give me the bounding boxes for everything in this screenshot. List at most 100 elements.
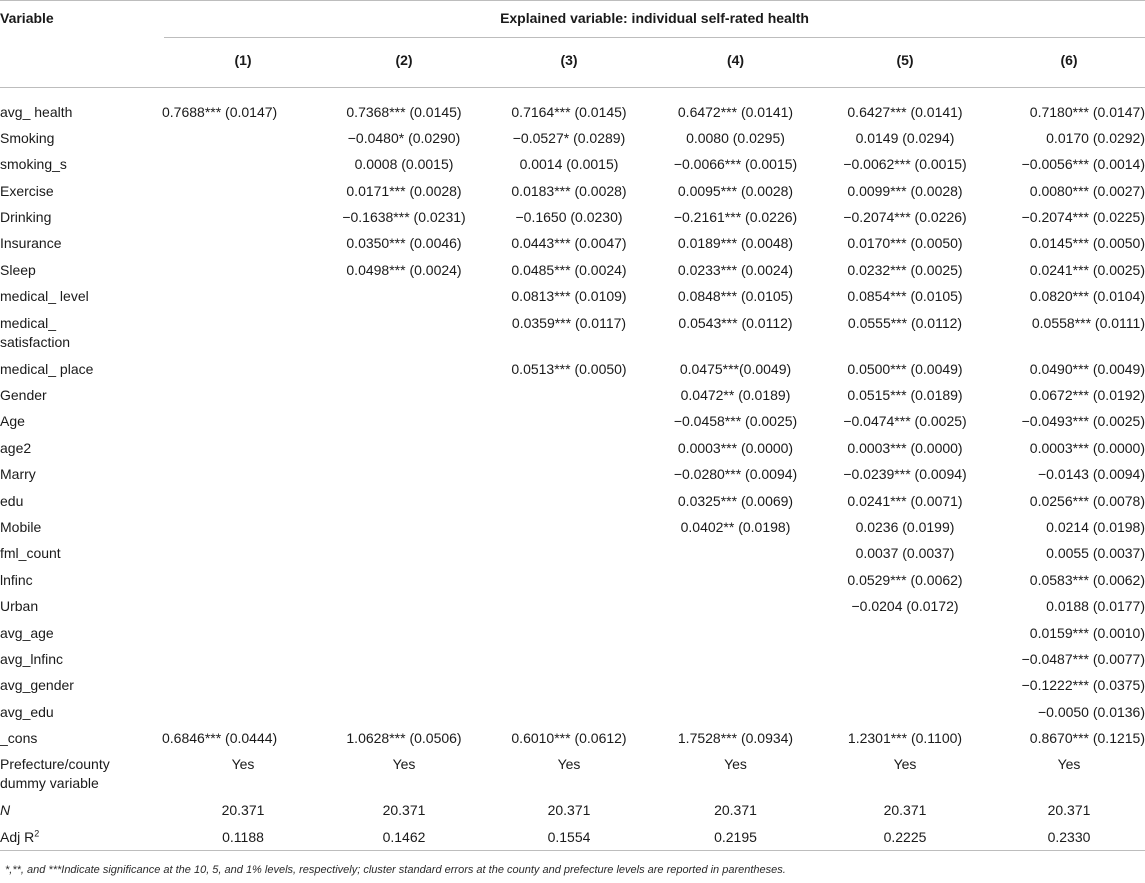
row-label: medical_ level xyxy=(0,288,89,305)
coefficient-cell: 0.0241*** (0.0025) xyxy=(1029,261,1145,278)
adj-r2-cell: 0.1188 xyxy=(222,828,264,845)
row-label: age2 xyxy=(0,439,32,456)
row-label: Insurance xyxy=(0,235,62,252)
row-label: Drinking xyxy=(0,209,52,226)
coefficient-cell: −0.0062*** (0.0015) xyxy=(843,156,967,173)
coefficient-cell: 0.0472** (0.0189) xyxy=(680,387,791,404)
model-header: (5) xyxy=(817,38,993,88)
coefficient-cell: −0.2074*** (0.0225) xyxy=(1021,209,1145,226)
coefficient-cell: 0.0515*** (0.0189) xyxy=(847,387,963,404)
n-row: N 20.371 20.371 20.371 20.371 20.371 20.371 xyxy=(0,797,1145,823)
coefficient-cell xyxy=(654,593,817,619)
dummy-cell: Yes xyxy=(231,756,255,773)
table-footnote: *,**, and ***Indicate significance at th… xyxy=(5,864,786,876)
coefficient-cell: −0.0066*** (0.0015) xyxy=(673,156,798,173)
coefficient-cell: 0.0159*** (0.0010) xyxy=(1029,624,1145,641)
row-label: N xyxy=(0,802,11,819)
table-row: Insurance 0.0350*** (0.0046) 0.0443*** (0.… xyxy=(0,230,1145,256)
row-label: Exercise xyxy=(0,182,54,199)
coefficient-cell: 0.7688*** (0.0147) xyxy=(162,103,278,120)
coefficient-cell xyxy=(817,646,993,672)
coefficient-cell: 0.7368*** (0.0145) xyxy=(346,103,462,120)
coefficient-cell: 0.0232*** (0.0025) xyxy=(847,261,963,278)
n-cell: 20.371 xyxy=(883,802,927,819)
coefficient-cell xyxy=(162,488,324,514)
coefficient-cell: 0.0359*** (0.0117) xyxy=(511,314,627,331)
coefficient-cell xyxy=(484,435,654,461)
coefficient-cell xyxy=(324,435,484,461)
coefficient-cell xyxy=(654,646,817,672)
coefficient-cell xyxy=(162,125,324,151)
row-label: avg_edu xyxy=(0,703,54,720)
coefficient-cell: 1.2301*** (0.1100) xyxy=(847,730,963,747)
coefficient-cell xyxy=(484,514,654,540)
coefficient-cell: 0.0813*** (0.0109) xyxy=(511,288,627,305)
table-row: Gender 0.0472** (0.0189) 0.0515*** (0.0189… xyxy=(0,382,1145,408)
coefficient-cell: 0.8670*** (0.1215) xyxy=(1029,730,1145,747)
coefficient-cell: 0.0080*** (0.0027) xyxy=(1029,182,1145,199)
coefficient-cell: −0.2161*** (0.0226) xyxy=(673,209,798,226)
coefficient-cell: 0.0171*** (0.0028) xyxy=(346,182,462,199)
coefficient-cell: 0.0003*** (0.0000) xyxy=(1029,439,1145,456)
row-label: Prefecture/county dummy variable xyxy=(0,756,110,792)
coefficient-cell xyxy=(162,408,324,434)
coefficient-cell xyxy=(162,230,324,256)
coefficient-cell: 0.0236 (0.0199) xyxy=(855,518,955,535)
coefficient-cell xyxy=(654,567,817,593)
table-row: avg_gender −0.1222*** (0.0375) xyxy=(0,672,1145,698)
row-label: Smoking xyxy=(0,129,55,146)
model-number-row: (1) (2) (3) (4) (5) (6) xyxy=(0,38,1145,88)
dummy-cell: Yes xyxy=(392,756,416,773)
coefficient-cell xyxy=(162,540,324,566)
coefficient-cell: 0.0475***(0.0049) xyxy=(679,360,792,377)
coefficient-cell: −0.0487*** (0.0077) xyxy=(1021,650,1145,667)
coefficient-cell xyxy=(484,646,654,672)
coefficient-cell: 0.6010*** (0.0612) xyxy=(511,730,627,747)
coefficient-cell xyxy=(484,567,654,593)
row-label: Gender xyxy=(0,387,47,404)
coefficient-cell: −0.0056*** (0.0014) xyxy=(1021,156,1145,173)
dummy-cell: Yes xyxy=(724,756,747,773)
coefficient-cell: 0.7164*** (0.0145) xyxy=(511,103,627,120)
coefficient-cell: 0.0014 (0.0015) xyxy=(519,156,619,173)
coefficient-cell: 0.0498*** (0.0024) xyxy=(346,261,462,278)
n-cell: 20.371 xyxy=(1047,802,1091,819)
coefficient-cell xyxy=(324,672,484,698)
coefficient-cell: 0.0350*** (0.0046) xyxy=(346,235,462,252)
coefficient-cell xyxy=(324,567,484,593)
n-cell: 20.371 xyxy=(547,802,591,819)
coefficient-cell: −0.2074*** (0.0226) xyxy=(843,209,967,226)
coefficient-cell: −0.0204 (0.0172) xyxy=(851,598,959,615)
coefficient-cell: 0.0037 (0.0037) xyxy=(855,545,955,562)
coefficient-cell xyxy=(324,310,484,356)
coefficient-cell: 0.0149 (0.0294) xyxy=(855,129,955,146)
coefficient-cell xyxy=(162,567,324,593)
coefficient-cell xyxy=(162,257,324,283)
coefficient-cell xyxy=(484,699,654,725)
coefficient-cell: −0.0527* (0.0289) xyxy=(512,129,626,146)
coefficient-cell: 0.0095*** (0.0028) xyxy=(677,182,794,199)
coefficient-cell: −0.0280*** (0.0094) xyxy=(673,466,798,483)
table-row: Marry −0.0280*** (0.0094) −0.0239*** (0.00… xyxy=(0,461,1145,487)
row-label: Mobile xyxy=(0,518,42,535)
coefficient-cell: −0.0143 (0.0094) xyxy=(1037,466,1145,483)
coefficient-cell xyxy=(162,593,324,619)
coefficient-cell: 0.0558*** (0.0111) xyxy=(1031,314,1145,331)
coefficient-cell: −0.1650 (0.0230) xyxy=(515,209,623,226)
coefficient-cell: 0.0188 (0.0177) xyxy=(1046,598,1145,615)
model-header: (2) xyxy=(324,38,484,88)
row-label: avg_ health xyxy=(0,103,73,120)
row-label: lnfinc xyxy=(0,571,33,588)
row-label: medical_ place xyxy=(0,360,94,377)
coefficient-cell xyxy=(484,672,654,698)
table-row: Drinking −0.1638*** (0.0231) −0.1650 (0.02… xyxy=(0,204,1145,230)
row-label: smoking_s xyxy=(0,156,67,173)
coefficient-cell: 1.7528*** (0.0934) xyxy=(677,730,794,747)
table-row: Age −0.0458*** (0.0025) −0.0474*** (0.0025… xyxy=(0,408,1145,434)
coefficient-cell xyxy=(484,408,654,434)
coefficient-cell: 0.6427*** (0.0141) xyxy=(847,103,963,120)
coefficient-cell: −0.0050 (0.0136) xyxy=(1037,703,1145,720)
explained-variable-header: Explained variable: individual self-rate… xyxy=(162,1,1145,38)
coefficient-cell: 0.0443*** (0.0047) xyxy=(511,235,627,252)
dummy-cell: Yes xyxy=(893,756,917,773)
